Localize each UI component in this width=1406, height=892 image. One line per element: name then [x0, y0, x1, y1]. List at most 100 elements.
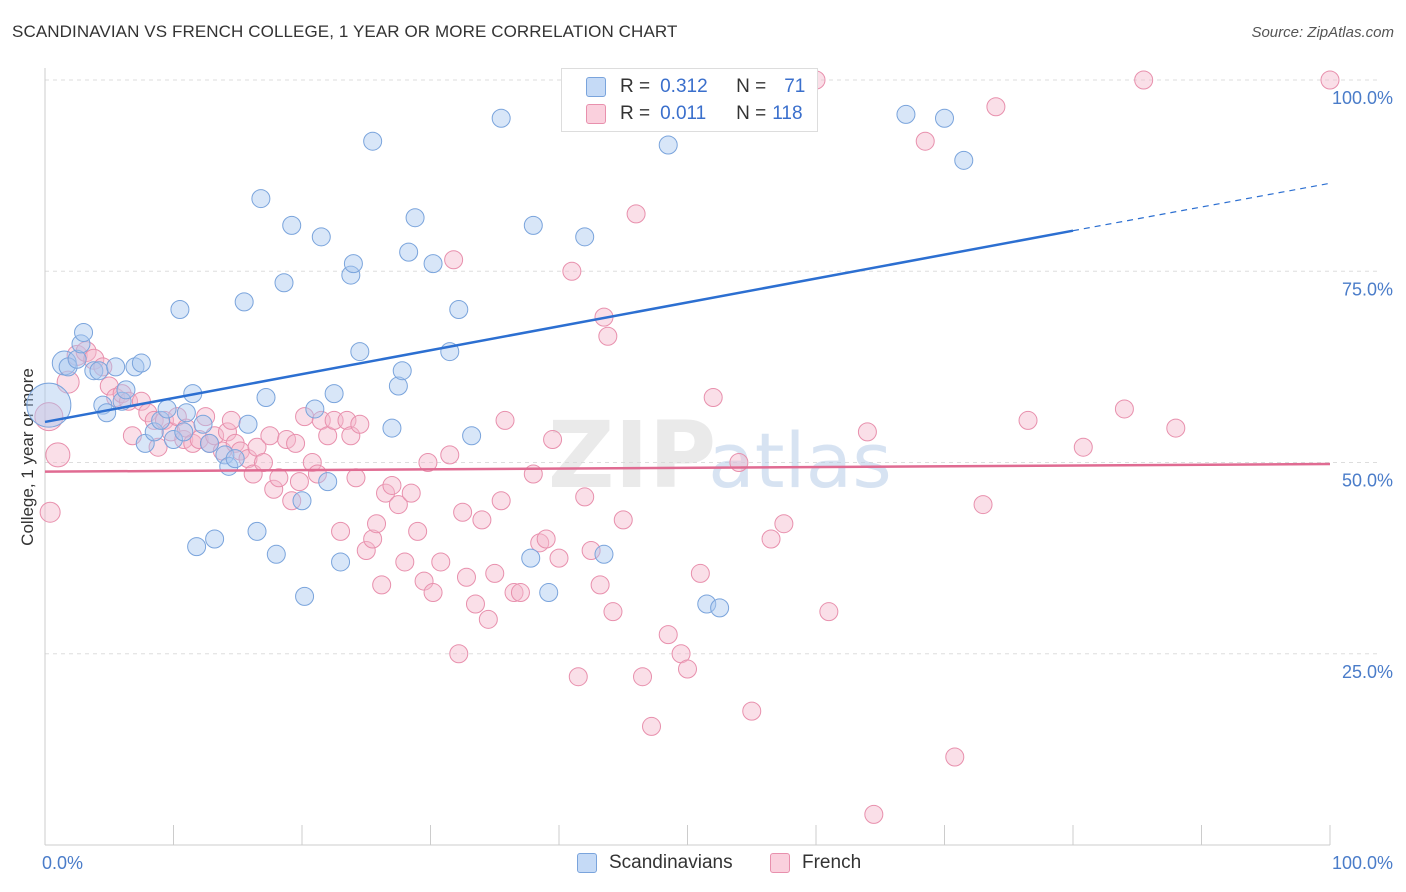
scandinavian-point-27 — [205, 529, 225, 549]
french-point-109 — [857, 422, 877, 442]
french-point-57 — [372, 575, 392, 595]
scandinavian-point-41 — [305, 399, 325, 419]
french-point-112 — [945, 747, 965, 767]
french-point-35 — [253, 453, 273, 472]
scandinavian-point-47 — [343, 254, 363, 274]
scandinavian-point-46 — [341, 265, 361, 285]
scandinavian-point-70 — [954, 150, 974, 170]
french-point-58 — [376, 483, 396, 503]
french-point-110 — [864, 804, 884, 824]
french-point-49 — [331, 521, 351, 541]
scandinavians-legend-swatch — [577, 853, 597, 873]
scandinavian-point-19 — [164, 430, 183, 450]
scandinavian-point-0 — [26, 382, 72, 428]
french-point-37 — [264, 479, 284, 499]
french-point-115 — [1018, 410, 1038, 430]
scandinavian-point-63 — [575, 227, 595, 247]
x-tick-labels: 0.0% 100.0% — [42, 853, 1393, 873]
legend-item-french[interactable]: French — [770, 852, 861, 874]
french-point-79 — [504, 583, 524, 603]
french-point-66 — [423, 583, 443, 603]
french-point-68 — [440, 445, 460, 465]
scandinavian-point-52 — [392, 361, 412, 381]
french-point-62 — [401, 483, 421, 503]
scandinavian-point-36 — [266, 544, 286, 564]
french-point-119 — [1166, 418, 1186, 438]
french-point-1 — [39, 501, 61, 523]
french-point-77 — [491, 491, 511, 511]
scandinavian-point-10 — [106, 357, 126, 377]
y-tick-label-2: 50.0% — [1342, 471, 1393, 491]
french-point-2 — [45, 442, 71, 468]
scandinavian-point-50 — [382, 418, 402, 438]
scandinavian-point-32 — [238, 414, 258, 434]
french-point-60 — [388, 495, 408, 515]
source-credit: Source: ZipAtlas.com — [1251, 24, 1394, 41]
french-point-118 — [1134, 70, 1154, 90]
french-point-87 — [568, 667, 588, 687]
scandinavian-point-44 — [324, 384, 344, 404]
watermark: ZIP atlas — [548, 402, 892, 509]
scandinavian-point-39 — [292, 491, 312, 511]
french-point-80 — [510, 583, 530, 603]
scandinavian-point-17 — [151, 410, 171, 430]
x-tick-label-max: 100.0% — [1332, 853, 1393, 873]
legend-item-scandinavians[interactable]: Scandinavians — [577, 852, 733, 874]
scandinavian-point-60 — [521, 548, 541, 568]
scandinavian-point-28 — [215, 445, 235, 465]
french-point-69 — [444, 250, 464, 270]
french-point-70 — [449, 644, 469, 664]
scandinavian-points — [26, 104, 974, 618]
scandinavian-point-18 — [157, 399, 177, 419]
scandinavian-point-61 — [523, 215, 543, 235]
scandinavian-point-7 — [89, 361, 109, 381]
scandinavian-point-20 — [170, 300, 190, 319]
french-point-24 — [196, 407, 216, 427]
trend-lines — [44, 182, 1331, 473]
french-point-53 — [350, 414, 370, 434]
french-point-102 — [703, 387, 723, 407]
scandinavian-trend-extension — [1072, 182, 1331, 232]
scandinavian-point-49 — [363, 131, 383, 151]
y-tick-label-0: 100.0% — [1332, 88, 1393, 108]
french-point-40 — [282, 491, 302, 511]
french-point-36 — [260, 426, 280, 446]
scandinavian-point-59 — [491, 108, 511, 128]
scandinavian-point-48 — [350, 342, 370, 362]
french-point-75 — [478, 609, 498, 629]
scandinavian-point-62 — [539, 583, 559, 603]
scandinavian-point-21 — [174, 422, 194, 442]
y-tick-label-1: 75.0% — [1342, 279, 1393, 299]
scandinavian-point-38 — [282, 215, 302, 235]
french-point-78 — [495, 410, 515, 430]
french-point-105 — [761, 529, 781, 549]
scandinavian-trend-line — [44, 229, 1074, 424]
scandinavian-point-34 — [251, 189, 271, 209]
scandinavian-point-55 — [423, 254, 443, 274]
scandinavian-point-65 — [658, 135, 678, 155]
french-point-101 — [690, 563, 710, 583]
legend-label-french: French — [802, 852, 862, 873]
gridlines — [45, 79, 1380, 655]
french-point-28 — [217, 422, 237, 442]
scandinavian-point-5 — [74, 322, 94, 342]
french-point-108 — [819, 602, 839, 622]
french-point-88 — [575, 487, 595, 507]
y-tick-label-3: 25.0% — [1342, 662, 1393, 682]
scandinavian-point-12 — [116, 380, 136, 400]
french-point-94 — [613, 510, 633, 530]
stats-legend: R = 0.312 N = 71 R = 0.011 N = 118 — [561, 68, 818, 132]
r-value: 0.312 — [660, 76, 708, 97]
french-point-104 — [742, 701, 762, 721]
scandinavian-point-53 — [399, 242, 419, 262]
french-point-15 — [144, 410, 164, 430]
n-value: 118 — [772, 103, 803, 124]
scandinavian-point-26 — [199, 433, 219, 453]
scandinavian-point-68 — [896, 104, 916, 124]
french-legend-swatch — [770, 853, 790, 873]
french-point-52 — [346, 468, 366, 488]
scandinavian-point-54 — [405, 208, 425, 228]
scandinavian-point-43 — [318, 472, 338, 492]
french-point-72 — [456, 567, 476, 587]
